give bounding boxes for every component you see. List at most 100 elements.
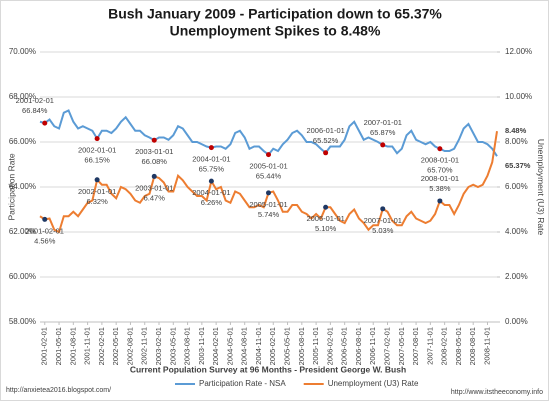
data-marker: [151, 173, 157, 179]
data-marker: [42, 120, 48, 126]
y2-tick-label: 2.00%: [505, 272, 528, 281]
y2-tick-label: 10.00%: [505, 92, 532, 101]
x-tick-label: 2003-11-01: [197, 327, 206, 365]
y-tick-label: 60.00%: [9, 272, 36, 281]
x-tick-label: 2007-05-01: [397, 327, 406, 365]
annotation-value: 5.10%: [315, 224, 337, 233]
x-tick-label: 2003-05-01: [168, 327, 177, 365]
annotation-date: 2005-01-01: [249, 200, 287, 209]
annotation-date: 2001-02-01: [26, 226, 64, 235]
annotation-value: 65.75%: [199, 165, 225, 174]
x-tick-label: 2007-11-01: [425, 327, 434, 365]
chart-subtitle: Unemployment Spikes to 8.48%: [170, 23, 381, 39]
y-tick-label: 64.00%: [9, 182, 36, 191]
data-marker: [323, 204, 329, 210]
y2-tick-label: 4.00%: [505, 227, 528, 236]
data-marker: [208, 178, 214, 184]
data-marker: [42, 216, 48, 222]
y-tick-label: 70.00%: [9, 47, 36, 56]
annotation-date: 2002-01-01: [78, 187, 116, 196]
x-tick-label: 2001-05-01: [54, 327, 63, 365]
x-tick-label: 2005-05-01: [283, 327, 292, 365]
source-right: http://www.itstheeconomy.info: [451, 389, 543, 396]
x-axis-title: Current Population Survey at 96 Months -…: [130, 364, 406, 374]
data-marker: [151, 137, 157, 143]
annotation-value: 6.26%: [201, 198, 223, 207]
x-tick-label: 2001-08-01: [68, 327, 77, 365]
annotation-value: 65.52%: [313, 136, 339, 145]
data-marker: [208, 145, 214, 151]
x-tick-label: 2004-08-01: [240, 327, 249, 365]
x-tick-label: 2002-05-01: [111, 327, 120, 365]
data-marker: [266, 152, 271, 158]
data-marker: [380, 142, 386, 148]
y2-tick-label: 0.00%: [505, 317, 528, 326]
data-marker: [94, 136, 100, 142]
annotation-date: 2003-01-01: [135, 147, 173, 156]
y2-tick-label: 12.00%: [505, 47, 532, 56]
x-tick-label: 2002-11-01: [140, 327, 149, 365]
x-tick-label: 2002-08-01: [125, 327, 134, 365]
y-axis-title: Participation Rate: [6, 153, 16, 220]
data-marker: [437, 146, 443, 152]
x-tick-label: 2003-02-01: [154, 327, 163, 365]
x-tick-label: 2007-08-01: [411, 327, 420, 365]
y2-tick-label: 6.00%: [505, 182, 528, 191]
annotation-date: 2007-01-01: [364, 118, 402, 127]
x-tick-label: 2004-02-01: [211, 327, 220, 365]
annotation-date: 2006-01-01: [306, 214, 344, 223]
annotation-date: 2005-01-01: [249, 162, 287, 171]
x-tick-label: 2001-02-01: [40, 327, 49, 365]
x-tick-label: 2005-11-01: [311, 327, 320, 365]
annotation-date: 2004-01-01: [192, 188, 230, 197]
annotation-date: 2003-01-01: [135, 183, 173, 192]
annotation-value: 65.87%: [370, 128, 396, 137]
x-tick-label: 2004-11-01: [254, 327, 263, 365]
x-tick-label: 2007-02-01: [382, 327, 391, 365]
x-tick-label: 2005-02-01: [268, 327, 277, 365]
end-label: 8.48%: [505, 126, 527, 135]
x-tick-label: 2006-08-01: [354, 327, 363, 365]
x-tick-label: 2003-08-01: [183, 327, 192, 365]
y-tick-label: 68.00%: [9, 92, 36, 101]
x-tick-label: 2006-05-01: [340, 327, 349, 365]
annotation-value: 5.38%: [429, 184, 451, 193]
annotation-date: 2006-01-01: [306, 126, 344, 135]
data-marker: [380, 206, 386, 212]
x-tick-label: 2006-02-01: [325, 327, 334, 365]
y2-axis-title: Unemployment (U3) Rate: [536, 139, 546, 236]
annotation-date: 2008-01-01: [421, 156, 459, 165]
x-tick-label: 2004-05-01: [225, 327, 234, 365]
legend-label: Participation Rate - NSA: [199, 379, 286, 388]
data-marker: [266, 190, 271, 196]
annotation-date: 2001-02-01: [16, 96, 54, 105]
annotation-value: 6.32%: [86, 197, 108, 206]
annotation-value: 5.74%: [258, 210, 280, 219]
annotation-date: 2004-01-01: [192, 155, 230, 164]
y2-tick-label: 8.00%: [505, 137, 528, 146]
legend-label: Unemployment (U3) Rate: [328, 379, 419, 388]
annotation-value: 5.03%: [372, 226, 394, 235]
annotation-value: 66.15%: [84, 156, 110, 165]
x-tick-label: 2008-05-01: [454, 327, 463, 365]
source-left: http://anxietea2016.blogspot.com/: [6, 387, 111, 394]
x-tick-label: 2005-08-01: [297, 327, 306, 365]
annotation-value: 65.44%: [256, 172, 282, 181]
annotation-value: 66.08%: [142, 157, 168, 166]
y-tick-label: 66.00%: [9, 137, 36, 146]
y-tick-label: 62.00%: [9, 227, 36, 236]
end-label: 65.37%: [505, 161, 531, 170]
data-marker: [437, 198, 443, 204]
annotation-value: 65.70%: [427, 166, 453, 175]
x-tick-label: 2002-02-01: [97, 327, 106, 365]
annotation-value: 4.56%: [34, 236, 56, 245]
annotation-value: 66.84%: [22, 106, 48, 115]
data-marker: [94, 177, 100, 183]
x-tick-label: 2006-11-01: [368, 327, 377, 365]
x-tick-label: 2008-08-01: [468, 327, 477, 365]
x-tick-label: 2008-11-01: [482, 327, 491, 365]
data-marker: [323, 150, 329, 156]
annotation-date: 2002-01-01: [78, 146, 116, 155]
y-tick-label: 58.00%: [9, 317, 36, 326]
